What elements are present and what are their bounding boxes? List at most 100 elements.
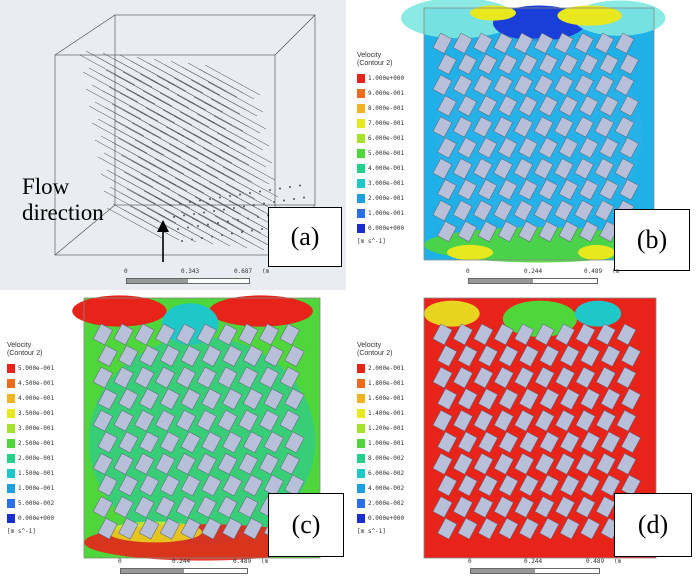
baffle-tile — [155, 453, 176, 475]
baffle-tile — [498, 474, 519, 497]
tube-line — [79, 54, 136, 86]
baffle-tile — [599, 179, 619, 201]
legend-swatch — [357, 209, 365, 218]
baffle-tile — [453, 409, 473, 432]
baffle-tile — [201, 474, 222, 497]
baffle-tile — [457, 179, 478, 201]
legend-value: 6.000e-001 — [368, 135, 405, 142]
legend-title: Velocity — [7, 342, 32, 349]
legend-swatch — [7, 394, 15, 403]
tube-line — [94, 139, 151, 171]
scale-tick-1: 0.244 — [524, 268, 543, 275]
inlet-dot — [209, 198, 211, 200]
inlet-dot — [169, 204, 171, 206]
tube-line — [208, 219, 265, 251]
tube-line — [148, 162, 205, 194]
baffle-tile — [217, 366, 238, 389]
contour-plot — [423, 297, 657, 559]
baffle-tile — [533, 200, 554, 222]
baffle-tile — [578, 179, 599, 201]
tube-line — [185, 183, 242, 215]
baffle-tile — [473, 116, 493, 138]
inlet-dot — [239, 193, 241, 196]
baffle-tile — [432, 32, 453, 54]
baffle-tile — [497, 220, 518, 243]
tube-line — [96, 56, 153, 88]
baffle-tile — [139, 345, 160, 367]
flow-arrow-head — [157, 220, 169, 232]
legend-value: 1.000e+000 — [368, 75, 405, 82]
baffle-tile — [473, 366, 494, 389]
inlet-dot — [203, 211, 205, 214]
baffle-tile — [279, 453, 300, 475]
legend-entry: 4.500e-001 — [7, 379, 54, 388]
panel-b-label: (b) — [614, 209, 690, 271]
scale-bar — [470, 568, 600, 574]
legend-swatch — [357, 89, 365, 98]
tube-line — [179, 149, 236, 181]
baffle-tile — [559, 474, 580, 497]
baffle-tile — [97, 388, 118, 410]
legend-value: 1.400e-001 — [368, 410, 405, 417]
inlet-dot — [293, 198, 295, 200]
tube-line — [213, 115, 270, 147]
baffle-tile — [473, 158, 493, 180]
baffle-tile — [614, 32, 635, 54]
panel-d-label: (d) — [614, 493, 692, 557]
baffle-tile — [432, 409, 453, 432]
baffle-tile — [575, 366, 596, 389]
inlet-dot — [237, 219, 239, 221]
scale-unit: (m — [262, 268, 270, 275]
baffle-tile — [493, 409, 514, 432]
tube-line — [117, 175, 174, 207]
baffle-tile — [513, 116, 534, 138]
baffle-tile — [493, 496, 514, 518]
baffle-tile — [533, 158, 554, 180]
baffle-tile — [180, 474, 201, 497]
tube-line — [222, 166, 279, 198]
baffle-tile — [621, 474, 641, 497]
baffle-tile — [538, 179, 558, 201]
baffle-tile — [595, 453, 616, 475]
legend-value: 2.000e-001 — [18, 455, 55, 462]
legend-entry: 0.000e+000 — [357, 514, 404, 523]
legend-entry: 4.000e-001 — [7, 394, 54, 403]
scale-tick-2: 0.489 — [584, 268, 603, 275]
tube-line — [201, 85, 258, 117]
scale-unit: (m — [261, 558, 269, 565]
tube-line — [122, 109, 179, 141]
baffle-tile — [493, 200, 513, 222]
tube-line — [198, 68, 255, 100]
legend-swatch — [7, 469, 15, 478]
box-edge — [54, 204, 116, 256]
tube-line — [159, 130, 216, 162]
baffle-tile — [457, 137, 478, 159]
baffle-tile — [242, 431, 264, 454]
inlet-dot — [173, 216, 175, 218]
baffle-tile — [432, 366, 453, 389]
baffle-tile — [473, 74, 493, 96]
scale-tick-1: 0.244 — [524, 558, 543, 565]
tube-line — [219, 149, 276, 181]
inlet-dot — [299, 184, 301, 187]
legend-swatch — [7, 499, 15, 508]
legend-entry: 0.000e+000 — [357, 224, 404, 233]
baffle-tile — [578, 137, 599, 159]
baffle-tile — [616, 323, 637, 346]
baffle-tile — [477, 53, 498, 75]
baffle-tile — [600, 431, 621, 454]
baffle-tile — [201, 431, 222, 454]
baffle-tile — [258, 453, 280, 475]
velocity-region — [470, 5, 516, 21]
baffle-tile — [258, 323, 280, 346]
baffle-tile — [498, 431, 519, 454]
baffle-tile — [518, 388, 539, 410]
baffle-tile — [498, 517, 519, 540]
baffle-tile — [534, 366, 555, 389]
baffle-tile — [539, 388, 560, 410]
velocity-region — [72, 295, 167, 327]
tube-line — [188, 200, 245, 232]
baffle-tile — [180, 431, 201, 454]
baffle-tile — [196, 323, 217, 346]
legend-value: 0.000e+000 — [18, 515, 55, 522]
